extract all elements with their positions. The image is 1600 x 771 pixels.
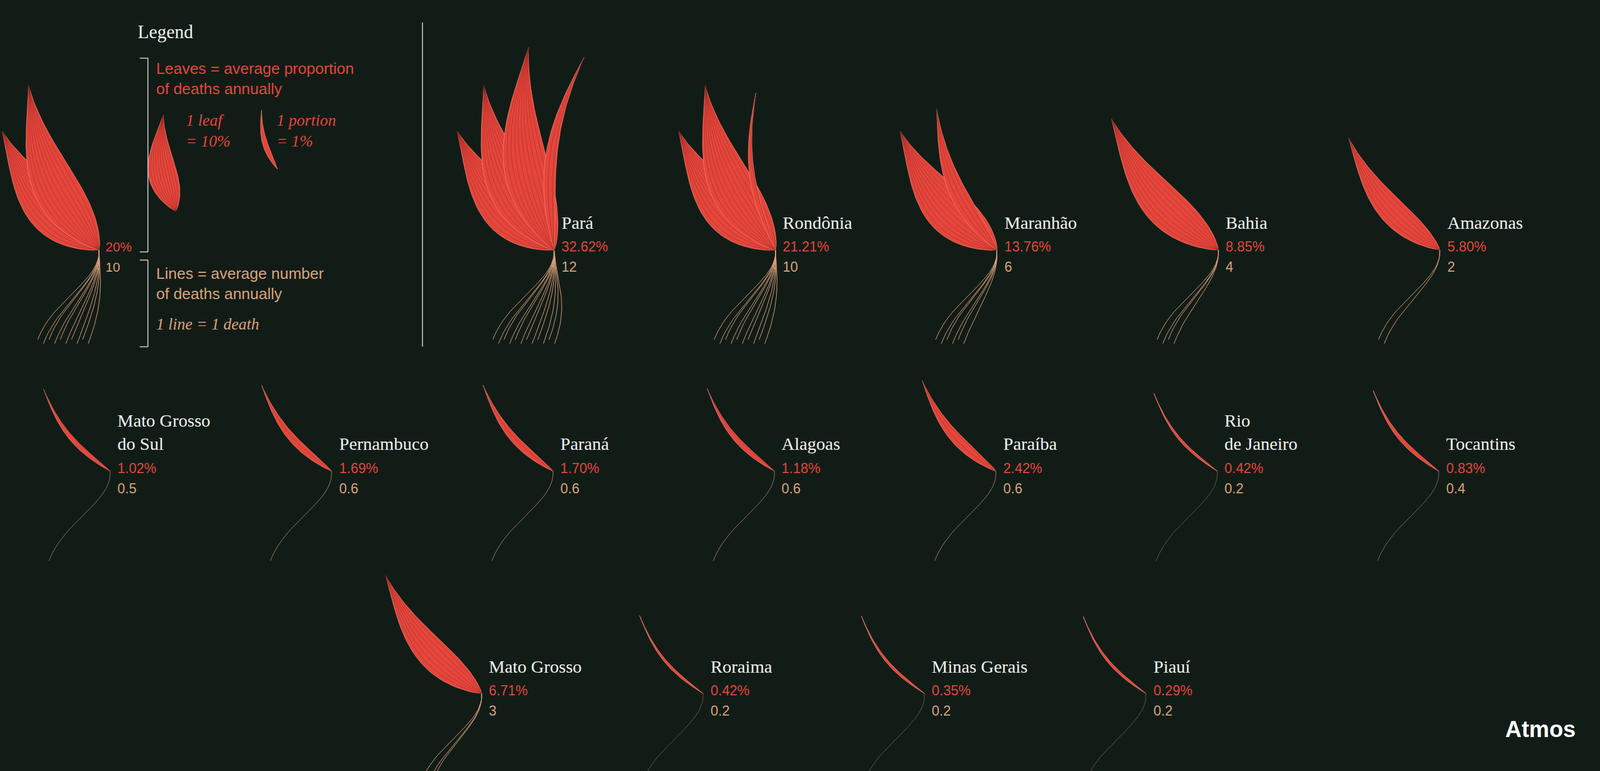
svg-text:Pernambuco: Pernambuco (339, 433, 429, 454)
svg-text:1.70%: 1.70% (560, 460, 600, 477)
svg-text:0.2: 0.2 (710, 703, 730, 719)
svg-text:Maranhão: Maranhão (1004, 212, 1078, 233)
svg-text:5.80%: 5.80% (1447, 239, 1487, 255)
svg-text:Amazonas: Amazonas (1447, 212, 1524, 233)
svg-text:0.42%: 0.42% (710, 683, 750, 699)
svg-text:Lines = average numberof death: Lines = average numberof deaths annually (156, 264, 324, 303)
svg-text:0.29%: 0.29% (1153, 683, 1193, 699)
svg-text:0.4: 0.4 (1446, 481, 1466, 497)
svg-text:1 leaf= 10%: 1 leaf= 10% (185, 111, 231, 151)
svg-text:Bahia: Bahia (1225, 212, 1268, 233)
svg-text:Paraíba: Paraíba (1003, 433, 1057, 454)
svg-text:Roraima: Roraima (710, 656, 772, 677)
svg-text:Tocantins: Tocantins (1446, 433, 1516, 454)
svg-text:0.5: 0.5 (117, 481, 137, 497)
svg-text:0.2: 0.2 (931, 703, 951, 719)
svg-text:10: 10 (105, 259, 120, 275)
svg-text:6.71%: 6.71% (488, 683, 528, 699)
svg-text:0.83%: 0.83% (1446, 460, 1485, 477)
svg-text:1 portion= 1%: 1 portion= 1% (276, 111, 337, 151)
svg-text:20%: 20% (105, 239, 132, 255)
svg-text:0.2: 0.2 (1153, 703, 1173, 719)
svg-text:1 line = 1 death: 1 line = 1 death (156, 315, 260, 334)
svg-text:Riode Janeiro: Riode Janeiro (1224, 410, 1298, 454)
svg-text:Mato Grosso: Mato Grosso (488, 656, 582, 677)
svg-text:3: 3 (488, 703, 497, 719)
svg-text:2: 2 (1447, 259, 1456, 275)
svg-text:6: 6 (1004, 259, 1013, 275)
svg-text:Atmos: Atmos (1505, 717, 1576, 743)
svg-text:Rondônia: Rondônia (782, 212, 853, 233)
svg-text:0.42%: 0.42% (1224, 460, 1264, 477)
svg-text:Alagoas: Alagoas (781, 433, 840, 454)
svg-text:Legend: Legend (137, 21, 194, 43)
svg-text:0.6: 0.6 (781, 481, 801, 497)
svg-text:0.35%: 0.35% (931, 683, 971, 699)
svg-text:12: 12 (561, 259, 578, 275)
svg-text:Paraná: Paraná (560, 433, 610, 454)
svg-text:Pará: Pará (561, 212, 594, 233)
svg-text:1.18%: 1.18% (781, 460, 821, 477)
svg-text:13.76%: 13.76% (1004, 239, 1051, 255)
svg-text:1.02%: 1.02% (117, 460, 157, 477)
svg-text:0.6: 0.6 (339, 481, 359, 497)
svg-text:Mato Grossodo Sul: Mato Grossodo Sul (117, 410, 211, 454)
svg-text:8.85%: 8.85% (1225, 239, 1265, 255)
svg-text:10: 10 (782, 259, 799, 275)
svg-text:Minas Gerais: Minas Gerais (931, 656, 1028, 677)
svg-text:4: 4 (1225, 259, 1234, 275)
svg-text:Piauí: Piauí (1153, 656, 1191, 677)
svg-text:32.62%: 32.62% (561, 239, 609, 255)
svg-text:2.42%: 2.42% (1003, 460, 1043, 477)
svg-text:Leaves = average proportionof: Leaves = average proportionof deaths ann… (156, 59, 355, 98)
svg-text:0.2: 0.2 (1224, 481, 1244, 497)
svg-text:21.21%: 21.21% (782, 239, 830, 255)
svg-text:0.6: 0.6 (1003, 481, 1023, 497)
svg-text:0.6: 0.6 (560, 481, 580, 497)
svg-text:1.69%: 1.69% (339, 460, 378, 477)
